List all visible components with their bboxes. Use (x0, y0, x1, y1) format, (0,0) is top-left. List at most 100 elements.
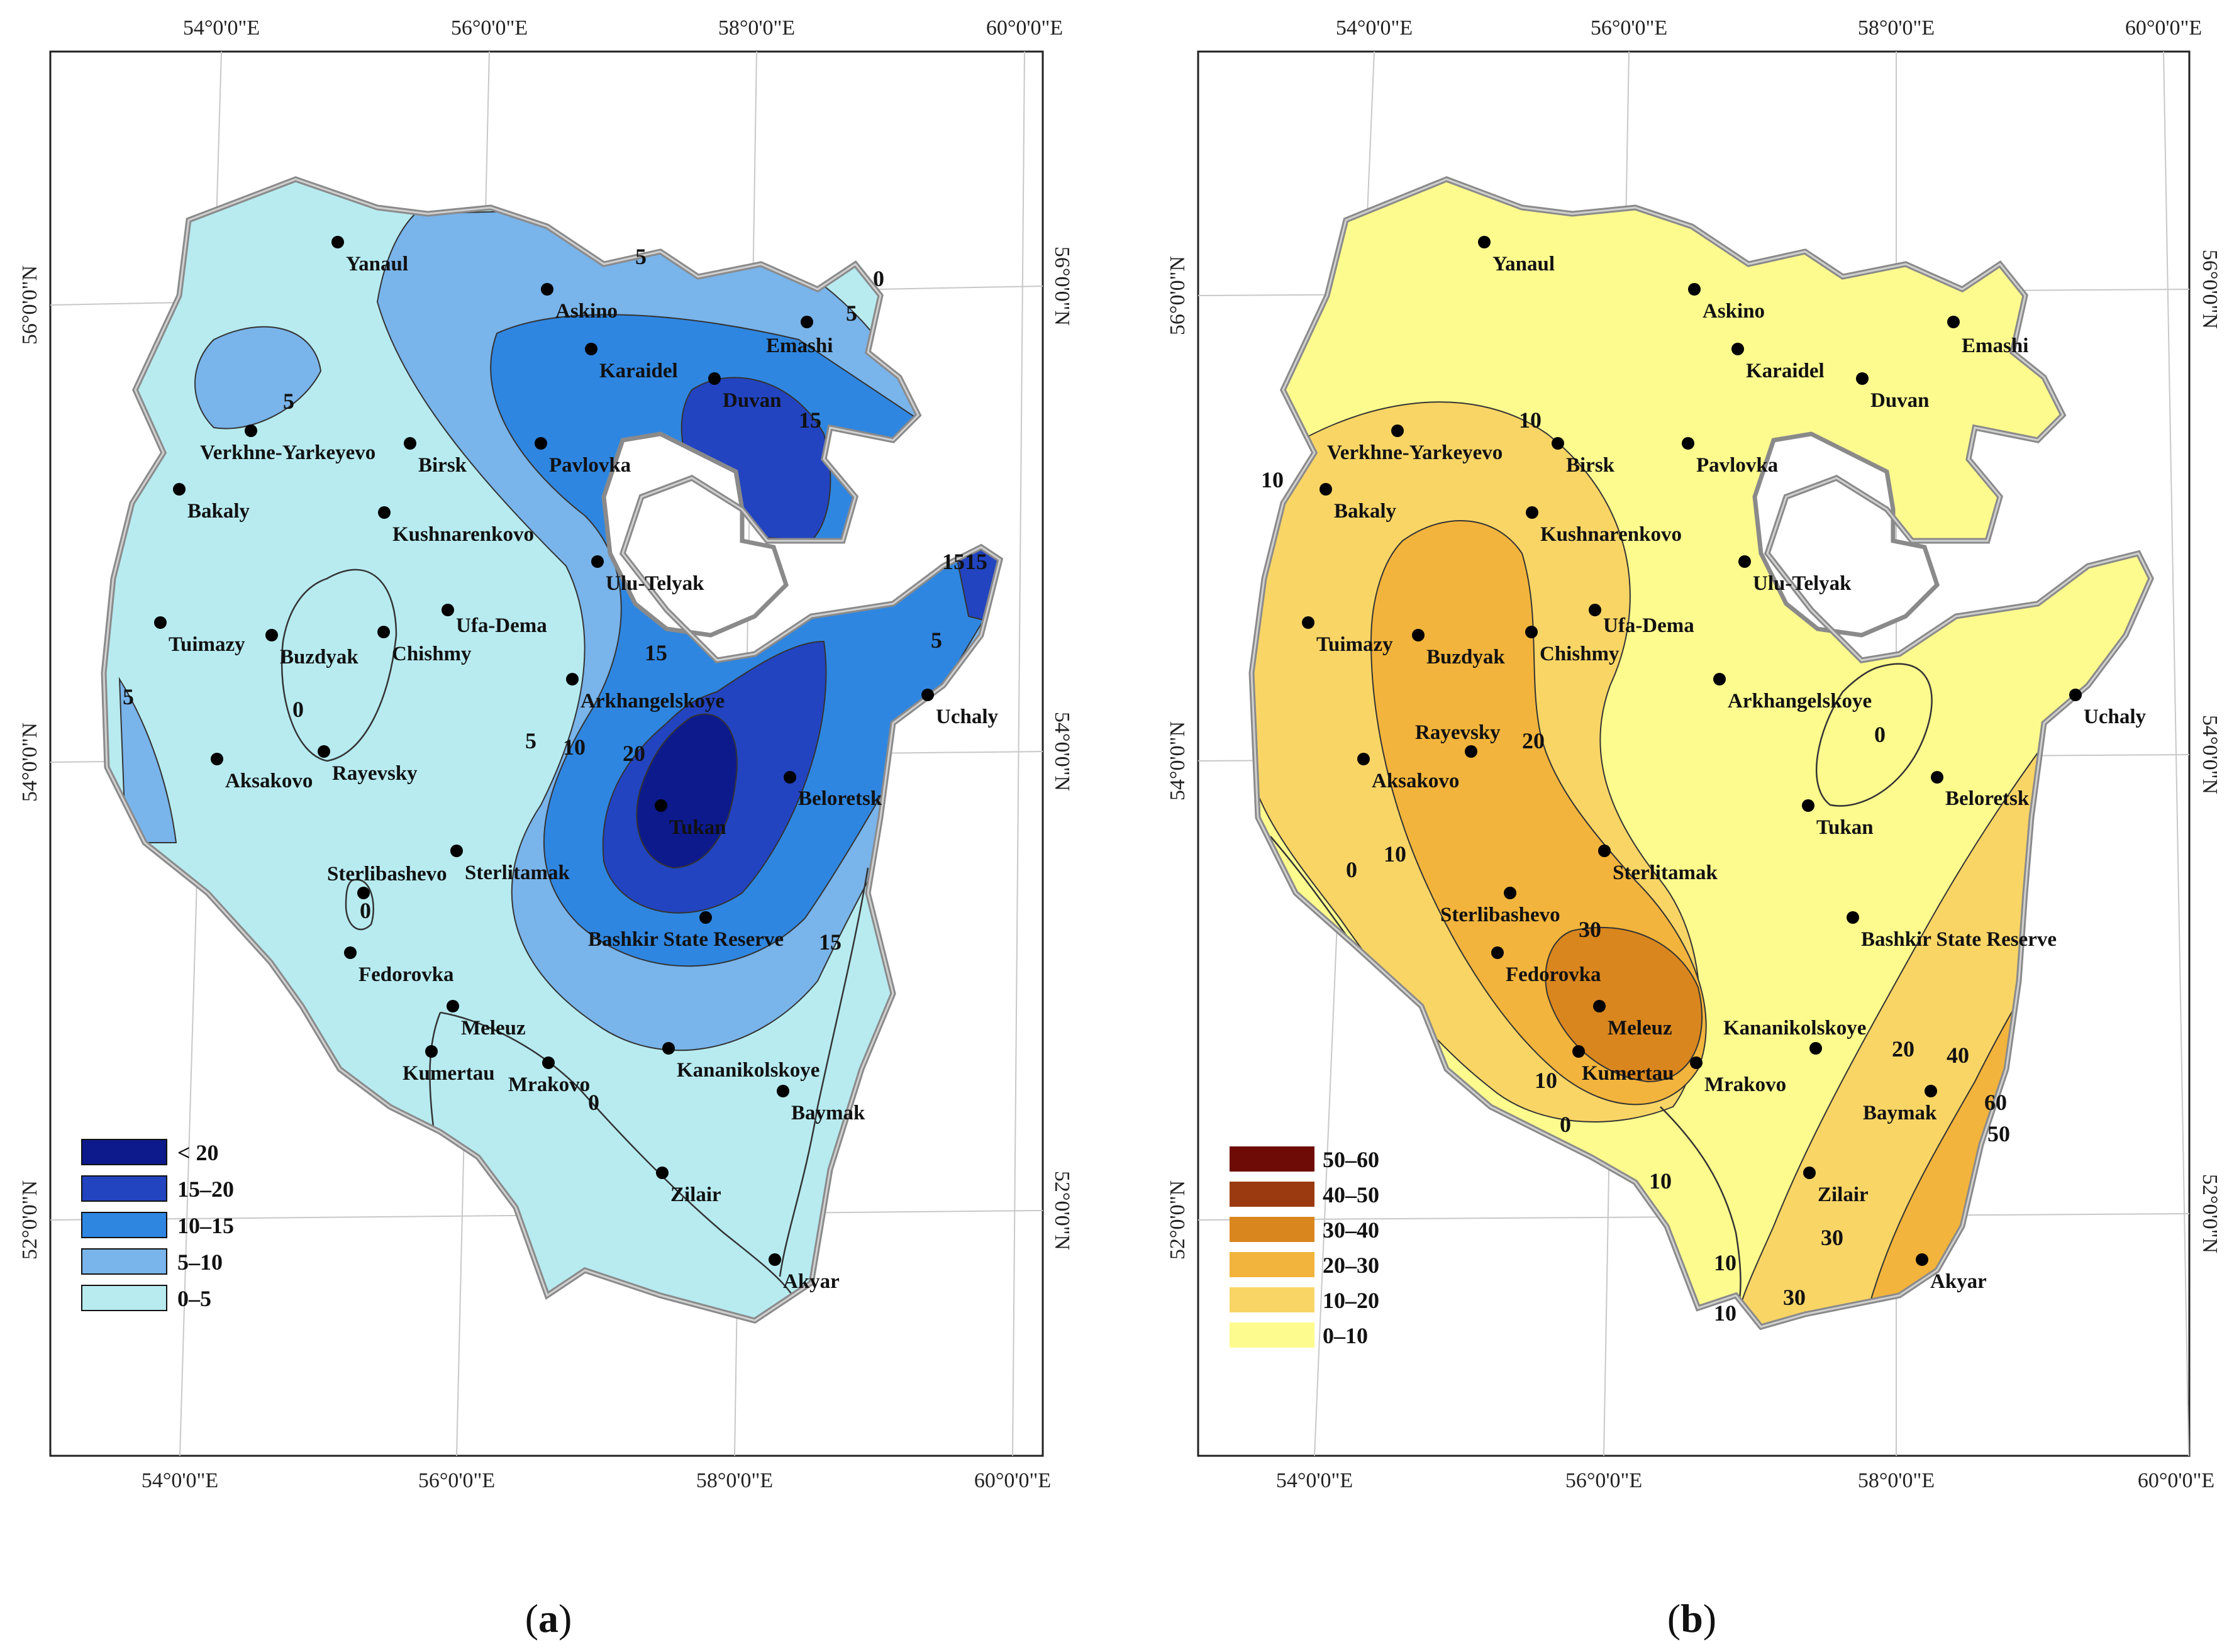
legend-swatch (81, 1285, 167, 1311)
iso-label: 0 (292, 697, 304, 722)
iso-label: 10 (1535, 1068, 1557, 1093)
left-lat-label: 54°0'0"N (1166, 721, 1189, 801)
left-lat-label: 56°0'0"N (1166, 256, 1189, 335)
isoline-0-buzdyak-a (281, 568, 397, 762)
city-label: Aksakovo (225, 770, 313, 792)
iso-label: 0 (360, 898, 371, 923)
city-label: Rayevsky (332, 762, 418, 785)
city-label: Birsk (418, 454, 467, 477)
iso-label: 1515 (942, 549, 987, 574)
city-label: Kushnarenkovo (392, 523, 534, 546)
bottom-axis-label: 56°0'0"E (418, 1469, 495, 1492)
panel-a: 5 0 5 5 15 5 5 15 10 5 20 0 0 0 1515 15 (18, 16, 1074, 1641)
city-label: Bakaly (187, 500, 250, 523)
city-label: Karaidel (1746, 360, 1825, 382)
city-markers-b (1302, 236, 2082, 1266)
iso-label: 5 (283, 389, 294, 414)
city-label: Verkhne-Yarkeyevo (1327, 441, 1503, 464)
city-label: Kumertau (1582, 1062, 1674, 1085)
legend-swatch (1230, 1252, 1314, 1277)
city-label: Fedorovka (358, 963, 454, 986)
legend-label: < 20 (177, 1140, 219, 1165)
city-label: Rayevsky (1415, 721, 1501, 744)
city-label: Fedorovka (1506, 963, 1601, 986)
iso-label: 15 (799, 407, 821, 433)
top-axis-label: 60°0'0"E (986, 16, 1063, 40)
iso-label: 20 (1522, 728, 1545, 753)
city-label: Buzdyak (1426, 646, 1505, 668)
iso-label: 20 (623, 741, 645, 766)
city-label: Baymak (1863, 1102, 1937, 1124)
svg-text:(b): (b) (1667, 1596, 1716, 1641)
bottom-axis-label: 54°0'0"E (142, 1469, 218, 1492)
panel-b: 10 10 20 30 10 10 0 0 10 0 20 40 50 60 3… (1166, 16, 2221, 1641)
city-label: Sterlibashevo (327, 863, 447, 885)
iso-label: 5 (525, 728, 536, 753)
right-lat-label: 56°0'0"N (2198, 250, 2221, 329)
iso-label: 0 (1346, 857, 1357, 882)
city-label: Tukan (669, 816, 726, 839)
zone-20-a (636, 713, 738, 869)
legend-swatch (81, 1139, 167, 1165)
city-labels-b: Yanaul Askino Emashi Karaidel Duvan Verk… (1316, 253, 2147, 1293)
iso-label: 30 (1783, 1285, 1806, 1310)
legend-label: 0–5 (177, 1286, 211, 1311)
legend-label: 20–30 (1323, 1253, 1379, 1278)
city-label: Sterlibashevo (1440, 904, 1560, 926)
iso-label: 5 (931, 628, 942, 653)
isoline-0-sterlibashevo-a (345, 879, 374, 931)
iso-label: 5 (846, 301, 857, 326)
city-label: Sterlitamak (1613, 862, 1718, 884)
iso-label: 5 (123, 684, 134, 709)
city-label: Ulu-Telyak (606, 572, 704, 595)
iso-label: 50 (1987, 1121, 2010, 1146)
legend-swatch (81, 1248, 167, 1275)
city-label: Kananikolskoye (1723, 1017, 1866, 1039)
legend-a: < 20 15–20 10–15 5–10 0–5 (81, 1139, 234, 1311)
city-label: Kananikolskoye (677, 1059, 819, 1082)
legend-label: 40–50 (1323, 1182, 1379, 1207)
iso-label: 15 (645, 640, 667, 665)
iso-label: 0 (588, 1090, 599, 1115)
caption-a: (a) (525, 1596, 572, 1641)
top-axis-label: 56°0'0"E (1591, 16, 1667, 40)
city-label: Meleuz (461, 1017, 526, 1039)
city-label: Bakaly (1334, 500, 1397, 523)
isoline-labels-a: 5 0 5 5 15 5 5 15 10 5 20 0 0 0 1515 15 (123, 244, 987, 1115)
iso-label: 0 (1874, 722, 1886, 747)
isoline-10-south-b (1660, 1106, 1742, 1321)
city-label: Ufa-Dema (456, 614, 547, 637)
city-label: Meleuz (1608, 1017, 1672, 1039)
iso-label: 10 (1384, 841, 1406, 867)
bottom-axis-label: 56°0'0"E (1565, 1469, 1642, 1492)
iso-label: 0 (1560, 1112, 1571, 1137)
city-label: Baymak (791, 1102, 865, 1124)
top-axis-label: 60°0'0"E (2125, 16, 2202, 40)
isoline-0-east-a (779, 867, 869, 1277)
legend-swatch (1230, 1182, 1314, 1207)
iso-label: 5 (635, 244, 647, 269)
right-lat-label: 54°0'0"N (1050, 712, 1074, 791)
city-label: Tukan (1816, 816, 1874, 839)
zone-5-10-edge-a (118, 677, 177, 843)
caption-b: (b) (1667, 1596, 1716, 1641)
bottom-axis-label: 60°0'0"E (2138, 1469, 2214, 1492)
isoline-0-south-a (429, 1011, 794, 1296)
city-label: Tuimazy (169, 633, 245, 656)
bottom-axis-label: 54°0'0"E (1276, 1469, 1353, 1492)
legend-label: 10–20 (1323, 1288, 1379, 1313)
city-label: Askino (555, 300, 618, 323)
city-label: Pavlovka (549, 454, 631, 477)
legend-label: 50–60 (1323, 1147, 1379, 1172)
svg-text:(a): (a) (525, 1596, 572, 1641)
legend-swatch (1230, 1217, 1314, 1242)
city-label: Beloretsk (798, 787, 882, 810)
city-label: Akyar (783, 1270, 840, 1293)
city-label: Chishmy (1540, 643, 1620, 665)
legend-label: 5–10 (177, 1250, 223, 1275)
top-axis-label: 56°0'0"E (451, 16, 528, 40)
city-label: Yanaul (346, 253, 408, 275)
iso-label: 30 (1821, 1225, 1843, 1250)
city-markers-a (154, 236, 934, 1266)
legend-swatch (1230, 1287, 1314, 1312)
